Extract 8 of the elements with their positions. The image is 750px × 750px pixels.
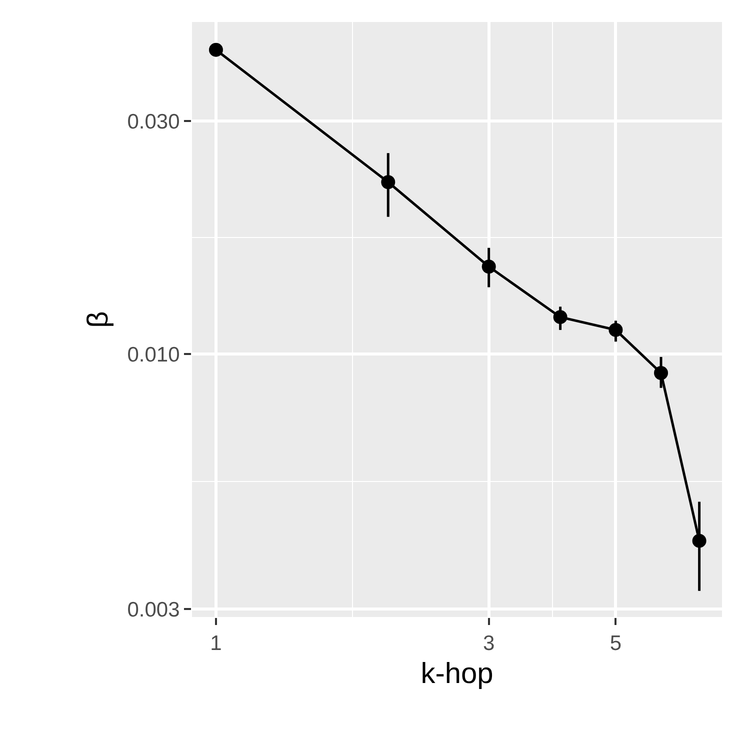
y-tick-label: 0.030 — [127, 110, 180, 134]
y-tick-label: 0.010 — [127, 343, 180, 366]
x-tick-label: 5 — [610, 632, 622, 656]
y-tick-label: 0.003 — [127, 598, 180, 622]
x-tick-label: 3 — [482, 632, 495, 656]
y-axis-title: β — [82, 311, 115, 328]
x-axis-title: k-hop — [420, 658, 494, 690]
x-tick-label: 1 — [210, 632, 222, 656]
